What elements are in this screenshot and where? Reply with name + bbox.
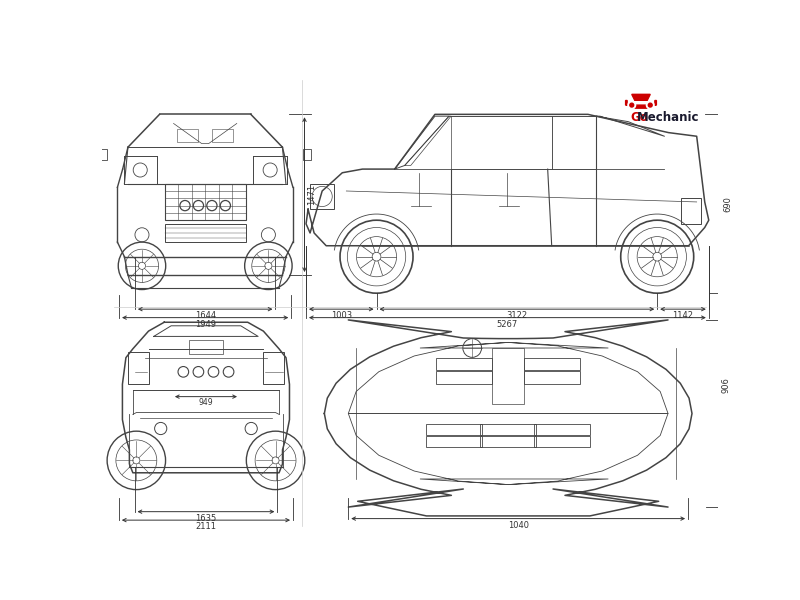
Bar: [492, 348, 524, 404]
Bar: [177, 129, 198, 142]
Bar: [630, 101, 652, 104]
Circle shape: [646, 101, 654, 109]
Bar: [436, 358, 492, 370]
Bar: [524, 358, 580, 370]
Circle shape: [628, 101, 636, 109]
Bar: [310, 184, 334, 209]
Bar: [189, 340, 223, 354]
Text: 1003: 1003: [330, 311, 352, 320]
Bar: [426, 436, 482, 447]
Text: Go: Go: [630, 111, 648, 124]
Bar: [426, 424, 482, 435]
Polygon shape: [632, 94, 650, 100]
Bar: [263, 352, 284, 384]
Bar: [128, 352, 149, 384]
Circle shape: [630, 103, 634, 107]
Text: 3122: 3122: [506, 311, 527, 320]
Bar: [524, 371, 580, 385]
Bar: [681, 198, 701, 224]
Bar: [534, 424, 590, 435]
Text: 1949: 1949: [194, 320, 216, 329]
Text: 1142: 1142: [673, 311, 694, 320]
Text: 1471: 1471: [307, 184, 317, 205]
Bar: [480, 424, 536, 435]
Text: 2111: 2111: [195, 523, 217, 532]
Bar: [436, 371, 492, 385]
Text: 5267: 5267: [497, 320, 518, 329]
Bar: [303, 149, 310, 160]
Bar: [212, 129, 234, 142]
Text: Mechanic: Mechanic: [637, 111, 700, 124]
Circle shape: [648, 103, 652, 107]
Bar: [480, 436, 536, 447]
Bar: [534, 436, 590, 447]
Bar: [100, 149, 107, 160]
Text: 690: 690: [723, 196, 732, 212]
Text: 906: 906: [722, 377, 731, 394]
Text: 949: 949: [198, 398, 214, 407]
Text: 1635: 1635: [195, 514, 217, 523]
Text: 1644: 1644: [194, 311, 216, 320]
Polygon shape: [626, 100, 656, 108]
Bar: [165, 184, 246, 220]
Bar: [165, 224, 246, 242]
Text: 1040: 1040: [508, 521, 529, 530]
